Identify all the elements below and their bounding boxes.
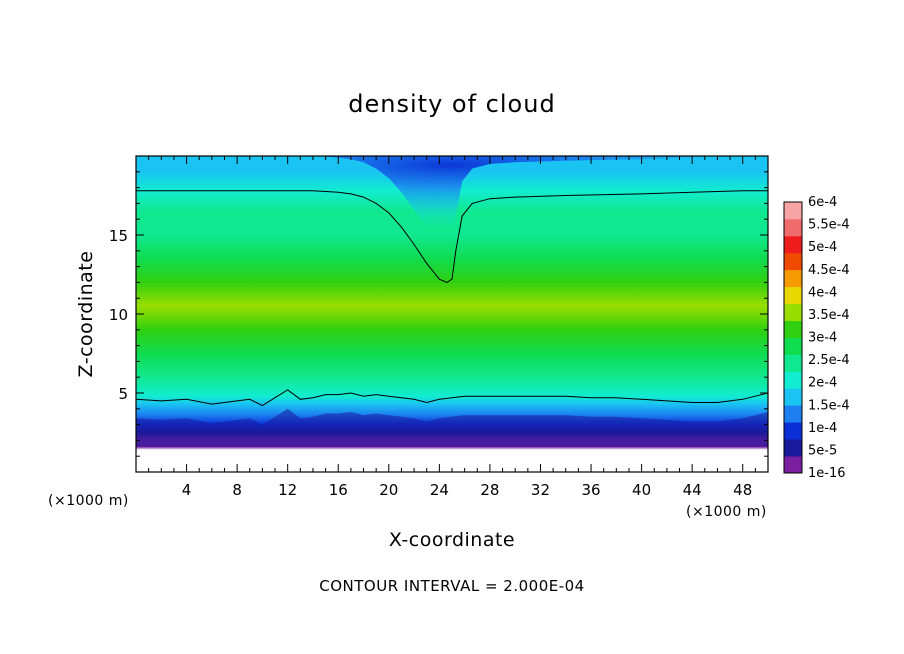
x-tick-label: 20 xyxy=(379,481,398,499)
colorbar-frame xyxy=(783,201,803,474)
x-tick-label: 48 xyxy=(733,481,752,499)
colorbar-swatch xyxy=(784,337,802,355)
y-tick-label: 15 xyxy=(109,227,128,245)
colorbar-label: 2e-4 xyxy=(808,376,837,391)
x-tick-label: 28 xyxy=(480,481,499,499)
colorbar: 1e-16 5e-5 1e-4 1.5e-4 2e-4 2.5e-4 3e-4 3.5e-4 4… xyxy=(783,195,850,481)
colorbar-label: 1.5e-4 xyxy=(808,398,850,413)
colorbar-swatch xyxy=(784,354,802,372)
colorbar-swatch xyxy=(784,371,802,389)
colorbar-label: 3.5e-4 xyxy=(808,308,850,323)
colorbar-swatch xyxy=(784,388,802,406)
colorbar-swatch xyxy=(784,202,802,220)
x-axis-label: X-coordinate xyxy=(389,529,515,551)
x-unit-left: (×1000 m) xyxy=(48,493,129,509)
colorbar-swatch xyxy=(784,320,802,338)
cloud-base-band xyxy=(136,408,768,447)
x-tick-label: 12 xyxy=(278,481,297,499)
x-axis-ticks: 4 8 12 16 20 24 28 32 36 40 44 48 xyxy=(148,156,756,499)
x-tick-label: 24 xyxy=(430,481,449,499)
colorbar-label: 5e-5 xyxy=(808,443,837,458)
colorbar-swatch xyxy=(784,252,802,271)
contour-interval-note: CONTOUR INTERVAL = 2.000E-04 xyxy=(319,577,584,595)
x-unit-right: (×1000 m) xyxy=(686,504,767,520)
colorbar-label: 2.5e-4 xyxy=(808,353,850,368)
colorbar-label: 4.5e-4 xyxy=(808,263,850,278)
colorbar-swatch xyxy=(784,456,802,474)
colorbar-swatch xyxy=(784,218,802,237)
colorbar-swatch xyxy=(784,303,802,321)
colorbar-swatch xyxy=(784,235,802,254)
colorbar-label: 5.5e-4 xyxy=(808,218,850,233)
colorbar-label: 1e-16 xyxy=(808,466,846,481)
colorbar-swatch xyxy=(784,422,802,440)
colorbar-swatch xyxy=(784,439,802,457)
x-tick-label: 36 xyxy=(581,481,600,499)
x-tick-label: 8 xyxy=(232,481,242,499)
x-tick-label: 4 xyxy=(182,481,192,499)
low-density-dip xyxy=(136,156,768,248)
colorbar-swatch xyxy=(784,405,802,423)
colorbar-swatch xyxy=(784,286,802,305)
y-axis-label: Z-coordinate xyxy=(75,251,97,378)
colorbar-label: 5e-4 xyxy=(808,240,837,255)
x-tick-label: 32 xyxy=(531,481,550,499)
colorbar-label: 3e-4 xyxy=(808,331,837,346)
y-tick-label: 5 xyxy=(118,385,128,403)
x-tick-label: 44 xyxy=(683,481,702,499)
plot-area xyxy=(136,156,768,472)
chart-title: density of cloud xyxy=(348,90,555,118)
contour-line xyxy=(136,389,768,407)
colorbar-swatch xyxy=(784,269,802,288)
colorbar-label: 4e-4 xyxy=(808,285,837,300)
colorbar-label: 1e-4 xyxy=(808,421,837,436)
contour-lines xyxy=(136,190,768,407)
x-tick-label: 16 xyxy=(329,481,348,499)
contour-line xyxy=(136,190,768,283)
y-axis-ticks: 5 10 15 xyxy=(109,171,768,457)
x-tick-label: 40 xyxy=(632,481,651,499)
y-tick-label: 10 xyxy=(109,306,128,324)
colorbar-label: 6e-4 xyxy=(808,195,837,210)
